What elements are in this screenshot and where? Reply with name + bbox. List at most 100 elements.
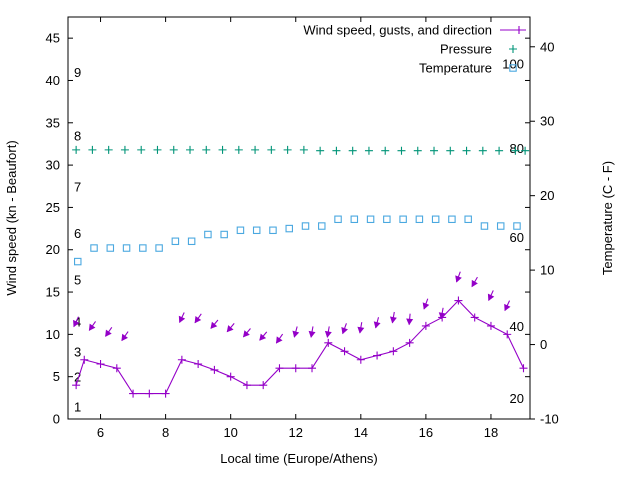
wind-speed-point — [503, 330, 512, 339]
y2-axis-tick-label: 0 — [540, 337, 547, 352]
gust-arrow-marker-head — [259, 333, 267, 341]
temperature-point — [139, 244, 147, 252]
beaufort-scale-label: 8 — [74, 128, 81, 143]
fahrenheit-scale-label: 20 — [510, 391, 524, 406]
gust-arrow-marker-head — [178, 315, 186, 323]
pressure-point — [521, 146, 530, 155]
temperature-point — [252, 226, 261, 235]
y-axis-tick-label: 0 — [53, 412, 60, 427]
wind-speed-point — [486, 321, 495, 330]
fahrenheit-scale-label: 100 — [502, 57, 524, 72]
temperature-point — [220, 230, 228, 239]
pressure-point — [88, 145, 97, 154]
y-axis-title: Wind speed (kn - Beaufort) — [4, 140, 19, 295]
wind-speed-point — [72, 381, 81, 390]
wind-speed-line — [75, 299, 524, 395]
beaufort-scale-label: 5 — [74, 272, 81, 287]
plot-frame — [67, 16, 531, 420]
legend-label-1: Pressure — [440, 42, 492, 57]
y2-axis-tick-label: 40 — [540, 39, 554, 54]
y2-axis-tick-label: 10 — [540, 263, 554, 278]
y2-axis-title: Temperature (C - F) — [600, 161, 615, 275]
temperature-point — [236, 226, 245, 235]
temperature-point — [448, 215, 456, 224]
pressure-point — [413, 146, 422, 155]
fahrenheit-scale-label: 60 — [510, 230, 524, 245]
x-axis-tick-label: 8 — [162, 425, 169, 440]
wind-speed-point — [177, 355, 186, 364]
pressure-point — [397, 146, 406, 155]
gust-arrow-marker-head — [73, 319, 80, 328]
gust-arrow-marker-head — [105, 329, 112, 337]
y-axis-tick-label: 15 — [46, 285, 60, 300]
temperature-point — [334, 215, 342, 224]
gust-arrow-marker-head — [210, 321, 218, 329]
pressure-point — [332, 146, 341, 155]
beaufort-scale-label: 7 — [74, 179, 81, 194]
temperature-point — [74, 257, 82, 266]
temperature-point — [90, 244, 98, 252]
temperature-point — [513, 222, 521, 230]
pressure-point — [283, 145, 292, 154]
gust-arrow-marker-head — [487, 293, 495, 301]
beaufort-scale-label: 9 — [74, 65, 81, 80]
pressure-point — [511, 146, 520, 155]
wind-speed-point — [161, 389, 170, 398]
wind-speed-point — [308, 364, 317, 373]
beaufort-scale-label: 6 — [74, 226, 81, 241]
pressure-point — [251, 145, 260, 154]
pressure-point — [137, 145, 146, 154]
pressure-point — [169, 145, 178, 154]
x-axis-tick-label: 6 — [97, 425, 104, 440]
wind-speed-point — [324, 338, 333, 347]
gust-arrow-marker-head — [308, 330, 316, 338]
fahrenheit-scale-label: 40 — [510, 319, 524, 334]
wind-speed-point — [242, 381, 251, 390]
pressure-point — [234, 145, 243, 154]
pressure-point — [430, 146, 439, 155]
temperature-point — [431, 215, 440, 224]
y-axis-tick-label: 30 — [46, 158, 60, 173]
legend-sample-marker-0 — [515, 26, 523, 34]
gust-arrow-marker-head — [373, 321, 381, 329]
gust-arrow-marker-head — [275, 336, 283, 344]
wind-speed-point — [112, 364, 121, 373]
temperature-point — [318, 222, 326, 230]
legend-label-0: Wind speed, gusts, and direction — [303, 23, 492, 38]
x-axis-tick-label: 18 — [484, 425, 498, 440]
wind-speed-point — [226, 372, 235, 381]
temperature-point — [301, 222, 310, 230]
temperature-point — [399, 215, 407, 224]
temperature-point — [106, 244, 115, 252]
legend-sample-marker-2 — [509, 64, 517, 72]
wind-speed-point — [259, 381, 268, 390]
legend-label-2: Temperature — [419, 61, 492, 76]
y-axis-tick-label: 25 — [46, 200, 60, 215]
x-axis-tick-label: 16 — [419, 425, 433, 440]
y-axis-tick-label: 35 — [46, 115, 60, 130]
temperature-point — [187, 237, 196, 246]
y2-axis-tick-label: -10 — [540, 412, 559, 427]
wind-speed-point — [194, 359, 203, 368]
wind-speed-point — [275, 364, 284, 373]
beaufort-scale-label: 2 — [74, 370, 81, 385]
wind-speed-point — [210, 365, 219, 374]
gust-arrow-marker-head — [324, 330, 332, 338]
temperature-point — [383, 215, 391, 224]
pressure-point — [267, 145, 276, 154]
wind-speed-point — [405, 338, 414, 347]
temperature-point — [415, 215, 424, 224]
wind-speed-point — [470, 313, 479, 322]
gust-arrow-marker-head — [341, 326, 348, 335]
temperature-point — [204, 230, 212, 239]
gust-arrow-marker-head — [194, 316, 202, 324]
y-axis-tick-label: 5 — [53, 369, 60, 384]
wind-speed-point — [519, 364, 528, 373]
pressure-point — [72, 145, 81, 154]
gust-arrow-marker-head — [357, 326, 365, 334]
x-axis-tick-label: 12 — [289, 425, 303, 440]
wind-speed-point — [291, 364, 300, 373]
wind-speed-point — [96, 359, 105, 368]
pressure-point — [120, 145, 129, 154]
